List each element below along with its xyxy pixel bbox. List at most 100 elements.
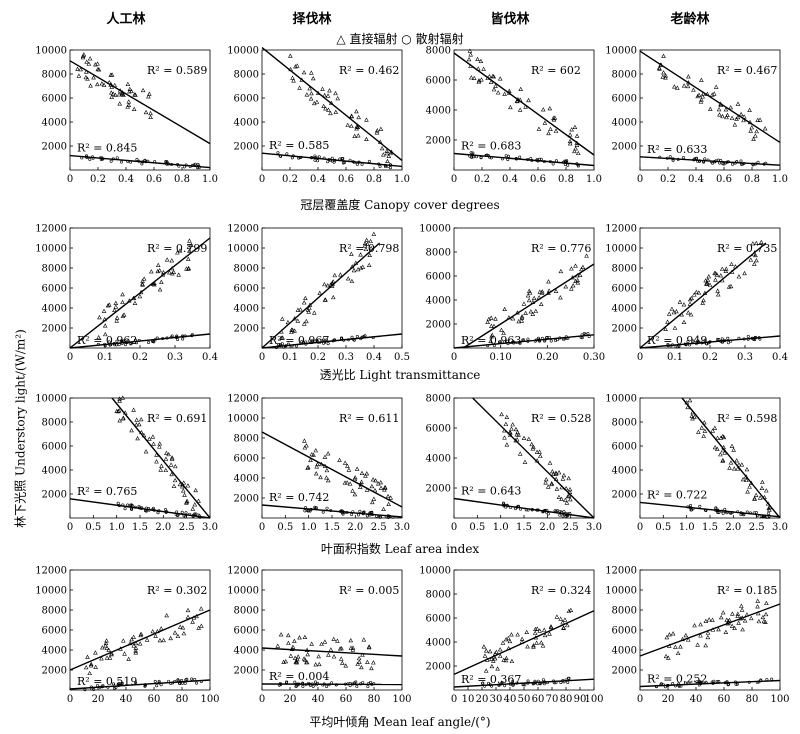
diffuse-r2-label: R² = 0.004 [269,670,329,683]
direct-point [720,610,726,615]
direct-point [351,268,357,273]
direct-point [551,471,556,477]
direct-point [718,273,724,278]
diffuse-point [276,151,280,155]
direct-point [154,452,159,457]
direct-point [541,627,547,632]
direct-point [481,644,487,649]
direct-point [745,489,750,494]
y-tick-label: 6000 [42,442,67,453]
diffuse-point [564,514,568,518]
direct-point [748,615,754,621]
direct-point [510,316,516,321]
panel-3-0: 0 20 40 60 80 100 2000 4000 6000 8000 10000 12000 R²… [35,566,219,706]
direct-point [752,496,757,501]
direct-point [749,125,755,130]
direct-point [116,408,122,413]
direct-point [705,277,711,282]
direct-point [731,466,737,471]
y-tick-label: 10000 [227,586,259,597]
direct-point [172,463,178,469]
direct-point [359,664,364,670]
y-tick-label: 2000 [234,142,259,153]
direct-fit-line [639,242,767,349]
diffuse-point [315,338,319,342]
x-tick-label: 0.4 [366,352,382,363]
direct-point [701,433,706,438]
diffuse-r2-label: R² = 0.949 [647,334,707,347]
direct-point [155,268,161,274]
x-tick-label: 2.0 [347,522,363,533]
direct-point [567,132,573,137]
y-tick-label: 8000 [426,394,451,405]
y-tick-label: 12000 [35,224,67,235]
direct-point [736,462,742,467]
direct-point [85,654,90,659]
direct-point [185,607,191,613]
direct-point [560,476,566,481]
direct-point [120,299,125,305]
y-tick-label: 12000 [35,566,67,577]
x-tick-label: 0.2 [282,174,298,185]
direct-point [751,261,757,266]
direct-point [359,470,365,476]
direct-point [132,300,138,306]
direct-point [509,658,515,664]
direct-point [185,483,191,488]
direct-point [754,258,759,263]
x-tick-label: 0.5 [469,522,485,533]
direct-point [723,268,729,274]
diffuse-fit-line [453,678,595,688]
direct-point [109,94,114,99]
diffuse-point [321,510,325,514]
diffuse-point [698,504,702,508]
x-tick-label: 40 [312,694,325,705]
direct-point [521,435,527,440]
direct-point [732,625,737,630]
direct-point [198,606,204,611]
direct-r2-label: R² = 0.462 [339,64,399,77]
direct-point [350,645,356,650]
x-tick-label: 0 [67,522,73,533]
diffuse-point [734,682,738,686]
direct-point [537,453,543,458]
direct-point [534,626,540,631]
y-tick-label: 4000 [42,646,67,657]
direct-point [295,654,301,659]
direct-point [509,426,514,431]
diffuse-point [350,512,354,516]
y-tick-label: 2000 [426,136,451,147]
direct-point [117,396,122,401]
direct-point [476,79,482,84]
diffuse-point [326,160,330,164]
direct-point [548,126,553,131]
direct-point [322,92,328,98]
direct-point [388,150,393,156]
direct-point [343,663,349,668]
direct-point [127,86,133,91]
direct-point [171,483,177,488]
direct-point [728,104,734,110]
x-tick-label: 40 [504,694,517,705]
direct-point [150,434,156,439]
direct-point [495,666,500,671]
direct-point [301,300,307,305]
direct-point [561,625,566,630]
x-tick-label: 0 [451,352,457,363]
direct-point [502,435,507,440]
direct-point [584,253,589,258]
direct-point [500,640,506,645]
diffuse-point [123,343,127,347]
y-tick-label: 4000 [234,118,259,129]
direct-point [537,289,543,294]
x-tick-label: 1.0 [772,174,788,185]
y-tick-label: 6000 [42,284,67,295]
x-tick-label: 3.0 [394,522,410,533]
direct-point [114,318,119,323]
x-tick-label: 0.6 [146,174,162,185]
row-xlabel-3: 平均叶倾角 Mean leaf angle/(°) [309,715,491,729]
direct-point [291,78,296,83]
row-xlabel-2: 叶面积指数 Leaf area index [320,542,480,556]
direct-point [109,651,114,656]
